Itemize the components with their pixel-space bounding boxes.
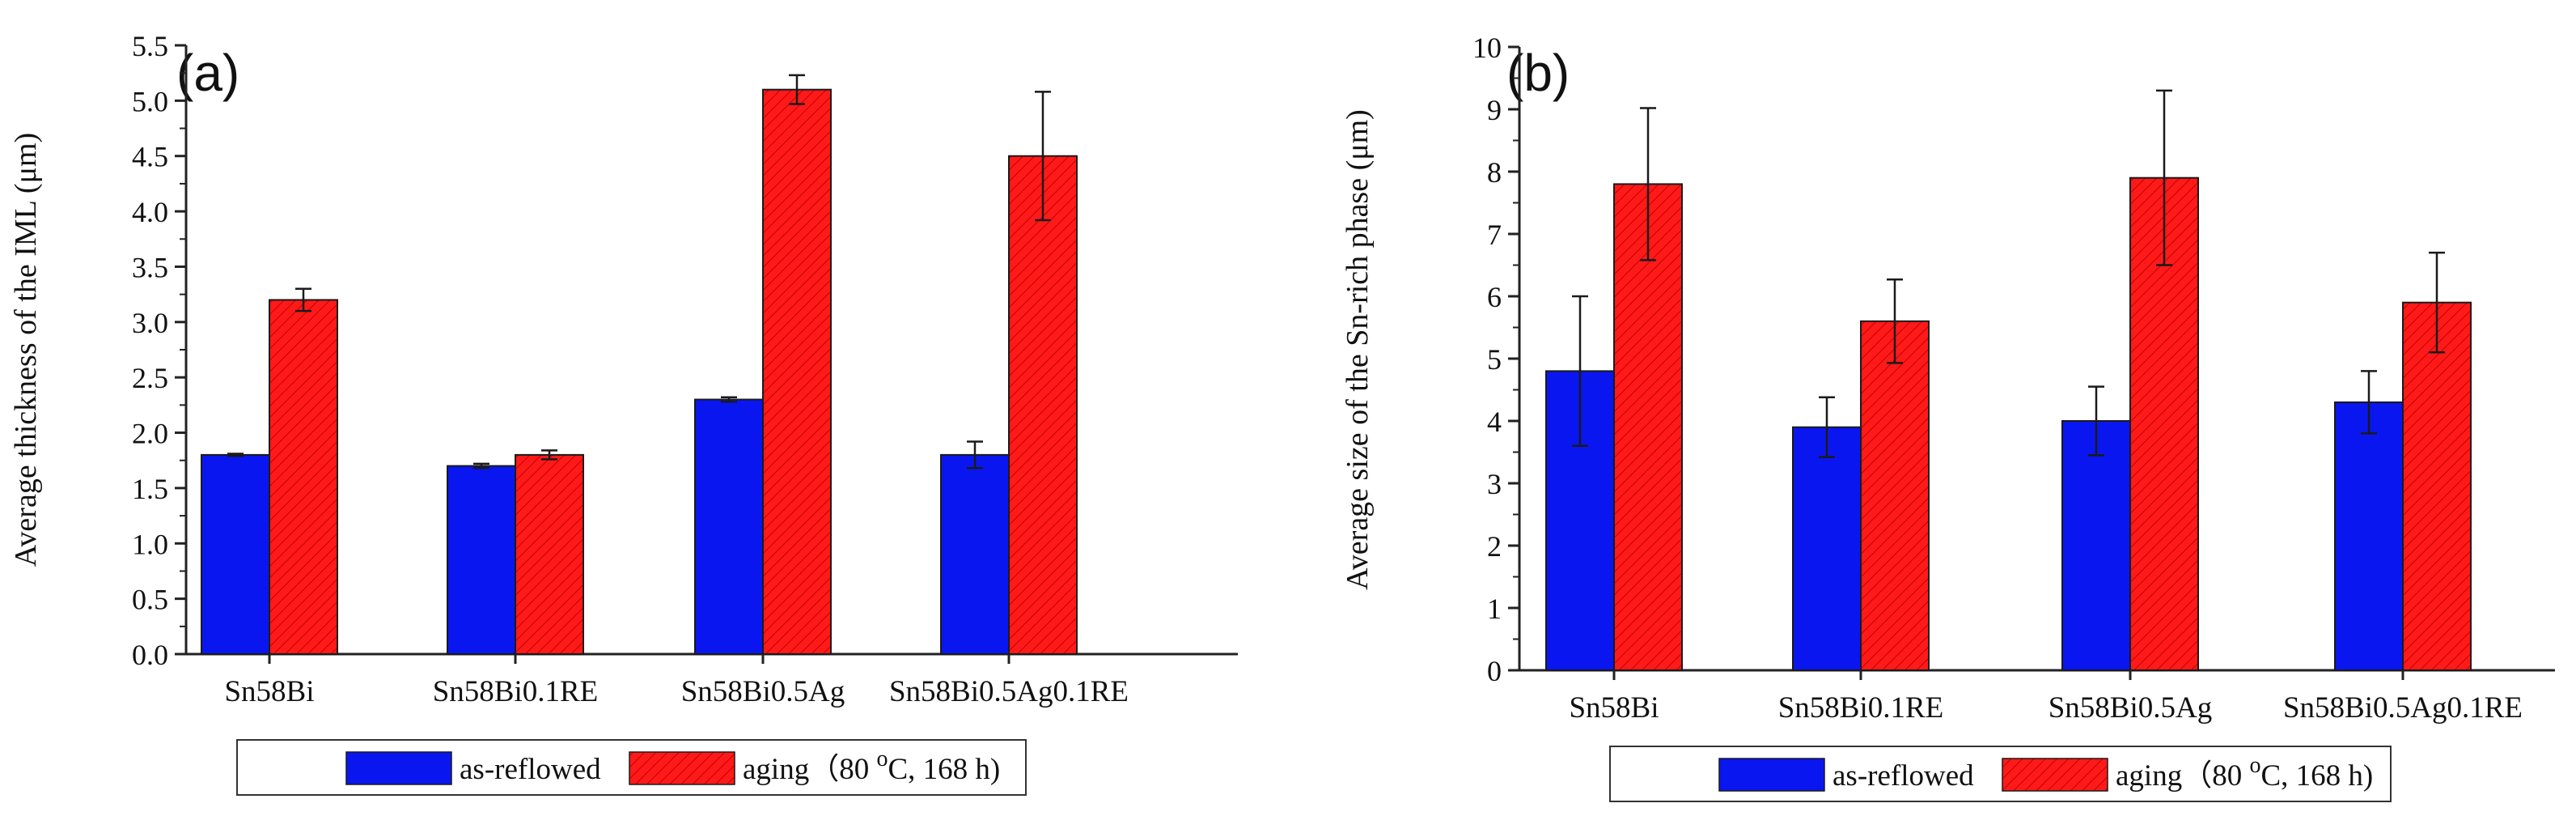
panel-b-y-tick-label: 9	[1487, 94, 1502, 126]
panel-a-y-tick-label: 4.5	[132, 141, 168, 173]
panel-a-bar-as-reflowed	[694, 398, 764, 655]
panel-a-bar-as-reflowed	[940, 453, 1010, 656]
panel-a-bar-as-reflowed	[447, 465, 516, 656]
panel-a-y-tick-label: 3.0	[132, 307, 168, 339]
panel-b-y-tick-label: 1	[1487, 593, 1502, 625]
panel-b-bar-aging	[2402, 301, 2472, 671]
panel-b-y-tick-label: 4	[1487, 406, 1502, 438]
panel-a-legend-swatch-aging	[629, 751, 735, 785]
panel-a-bar-as-reflowed	[201, 453, 270, 656]
panel-b-bar-as-reflowed	[1792, 426, 1862, 671]
panel-b-y-tick-label: 8	[1487, 156, 1502, 189]
panel-a-y-tick-label: 2.0	[132, 418, 168, 450]
panel-a-y-tick-label: 5.0	[132, 85, 168, 117]
panel-b-legend-label-as-reflowed: as-reflowed	[1832, 759, 1974, 793]
panel-b-legend-swatch-aging	[2002, 758, 2108, 792]
panel-b-legend-swatch-as-reflowed	[1718, 758, 1825, 792]
panel-b-y-tick-label: 10	[1472, 32, 1502, 64]
panel-b-y-tick-label: 3	[1487, 468, 1502, 500]
panel-a-y-axis-title: Average thickness of the IML (μm)	[9, 133, 43, 567]
panel-a-y-tick-label: 1.5	[132, 473, 168, 505]
panel-a-y-tick-label: 1.0	[132, 528, 168, 560]
panel-a-y-tick-label: 3.5	[132, 251, 168, 283]
panel-a-category-label: Sn58Bi	[224, 675, 314, 708]
panel-b-bar-as-reflowed	[2334, 401, 2404, 671]
panel-b-category-label: Sn58Bi0.5Ag0.1RE	[2283, 691, 2523, 725]
panel-b-y-tick-label: 2	[1487, 530, 1502, 563]
panel-a-y-tick-label: 0.0	[132, 639, 168, 671]
panel-a-category-label: Sn58Bi0.5Ag	[681, 675, 845, 708]
panel-a-legend-label-as-reflowed: as-reflowed	[460, 753, 601, 786]
panel-a-bar-aging	[269, 299, 338, 655]
chart-panel-a: (a) Average thickness of the IML (μm) 0.…	[9, 30, 1238, 796]
panel-b-bar-as-reflowed	[2061, 420, 2131, 671]
chart-panel-b: (b) Average size of the Sn-rich phase (μ…	[1341, 32, 2555, 802]
panel-a-category-label: Sn58Bi0.5Ag0.1RE	[889, 675, 1129, 708]
panel-a-bar-aging	[1008, 155, 1078, 655]
panel-b-category-label: Sn58Bi0.5Ag	[2049, 691, 2213, 725]
panel-a-y-tick-label: 4.0	[132, 196, 168, 228]
panel-b-category-label: Sn58Bi	[1569, 691, 1659, 725]
panel-b-bar-aging	[1860, 320, 1930, 671]
panel-b-y-axis-title: Average size of the Sn-rich phase (μm)	[1341, 109, 1375, 590]
panel-a-bar-aging	[762, 88, 832, 655]
panel-a-legend-label-aging: aging（80 oC, 168 h)	[743, 746, 1000, 786]
panel-a-bar-aging	[515, 453, 584, 656]
panel-b-category-label: Sn58Bi0.1RE	[1778, 691, 1944, 725]
panel-b-legend-label-aging: aging（80 oC, 168 h)	[2116, 753, 2373, 793]
panel-b-y-tick-label: 5	[1487, 343, 1502, 376]
panel-a-legend-swatch-as-reflowed	[345, 751, 452, 785]
panel-a-y-tick-label: 5.5	[132, 30, 168, 62]
panel-a-category-label: Sn58Bi0.1RE	[433, 675, 599, 708]
panel-b-label: (b)	[1506, 44, 1570, 102]
panel-a-y-tick-label: 0.5	[132, 584, 168, 616]
panel-b-legend: as-reflowed aging（80 oC, 168 h)	[1609, 746, 2392, 802]
panel-b-y-tick-label: 7	[1487, 219, 1502, 251]
panel-b-bar-aging	[1613, 183, 1683, 671]
panel-b-y-tick-label: 0	[1487, 655, 1502, 687]
panel-a-y-tick-label: 2.5	[132, 362, 168, 394]
panel-b-y-tick-label: 6	[1487, 281, 1502, 313]
panel-a-legend: as-reflowed aging（80 oC, 168 h)	[236, 739, 1027, 796]
